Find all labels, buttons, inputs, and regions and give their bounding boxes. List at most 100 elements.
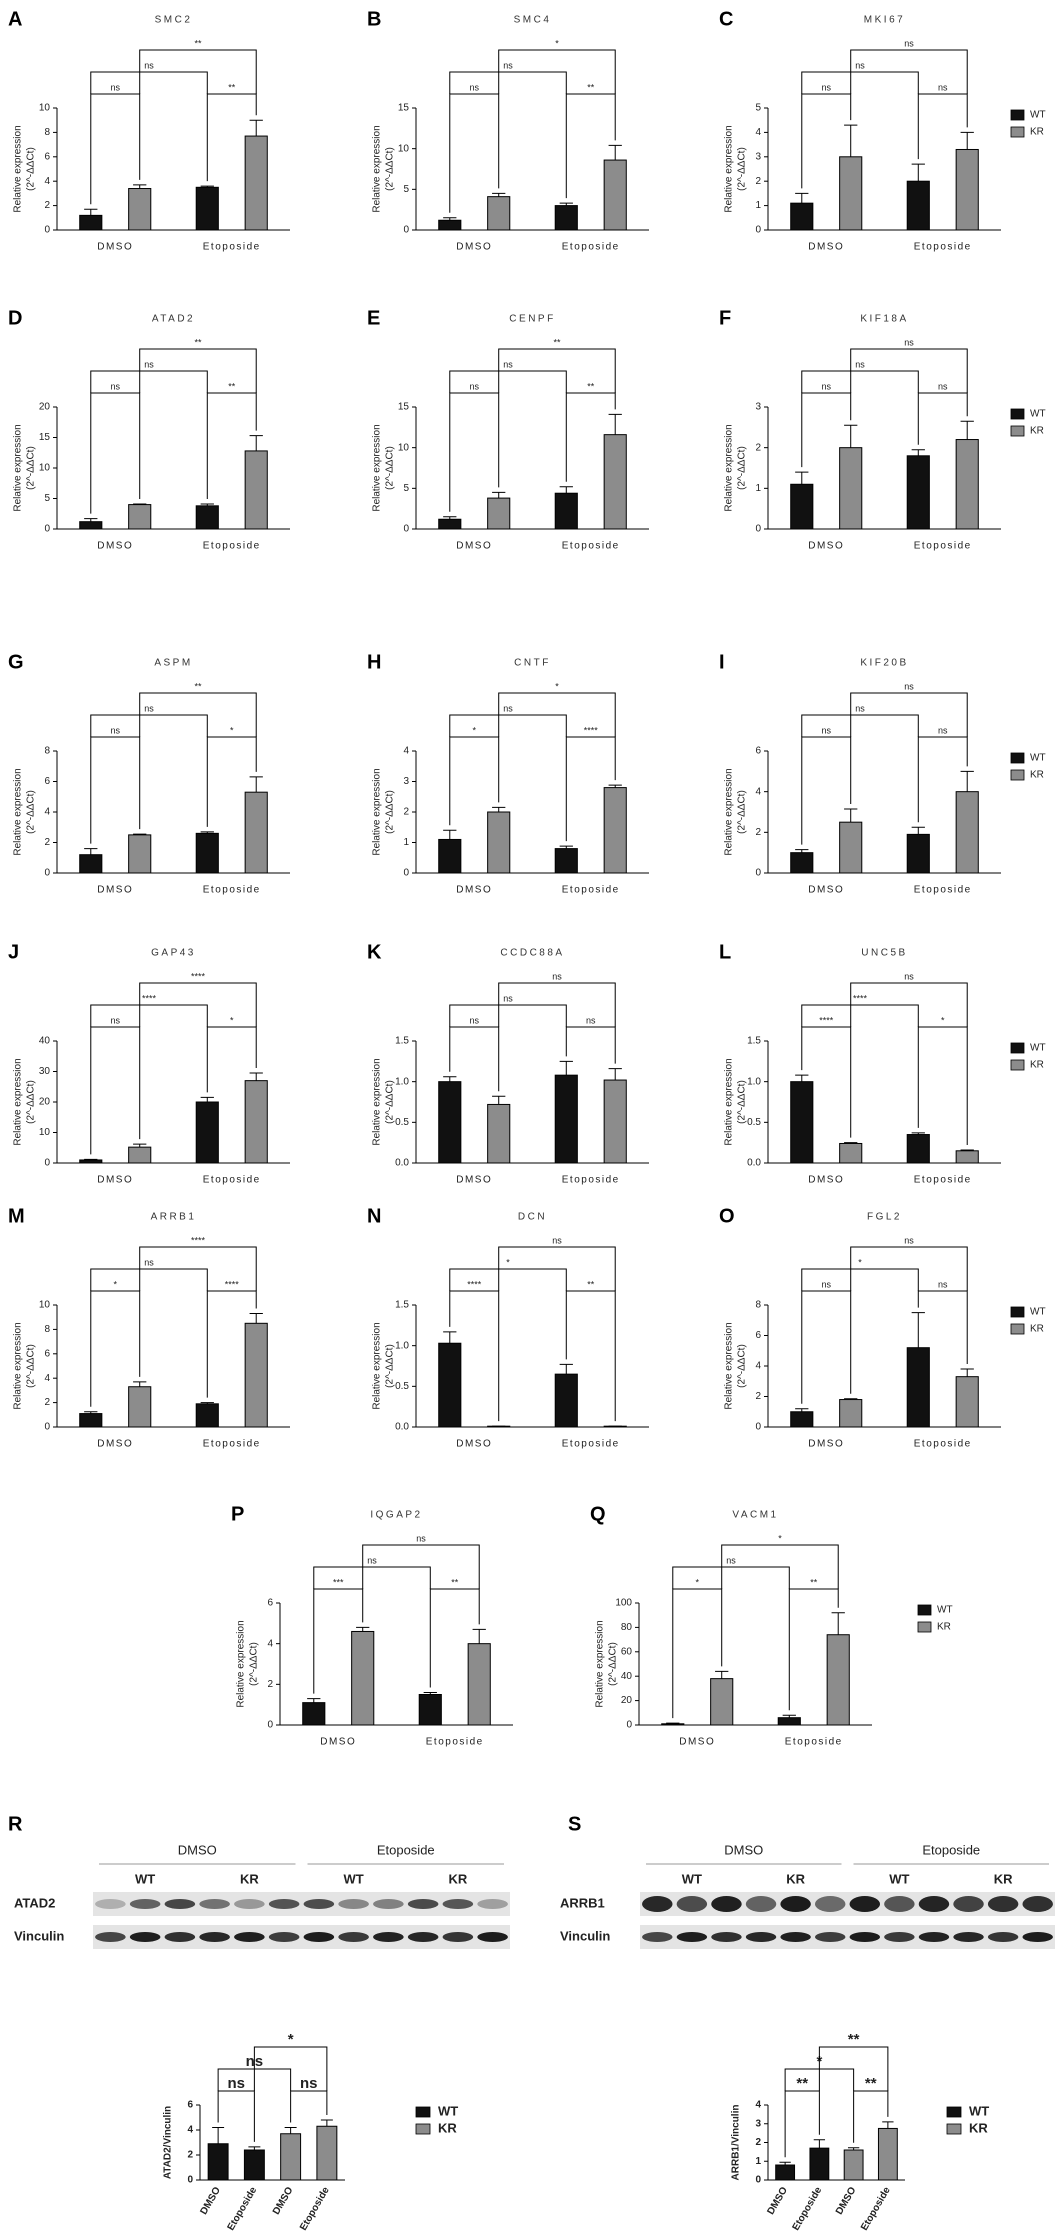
significance-label: * bbox=[695, 1577, 699, 1587]
y-axis-label: Relative expression bbox=[13, 768, 24, 855]
x-tick-label: Etoposide bbox=[203, 541, 261, 552]
bar bbox=[554, 1373, 578, 1428]
significance-bracket bbox=[449, 1004, 567, 1027]
blot-band bbox=[780, 1932, 811, 1942]
significance-label: ns bbox=[227, 2075, 245, 2092]
y-axis-unit: (2^-ΔΔCt) bbox=[385, 790, 396, 834]
x-tick-label: DMSO bbox=[456, 1439, 492, 1450]
bar bbox=[302, 1702, 326, 1726]
blot-band bbox=[442, 1899, 474, 1909]
y-tick-label: 10 bbox=[39, 103, 51, 114]
blot-band bbox=[407, 1899, 439, 1909]
significance-label: **** bbox=[191, 1235, 206, 1245]
y-tick-label: 0 bbox=[626, 1720, 632, 1731]
y-tick-label: 20 bbox=[39, 1097, 51, 1108]
significance-bracket bbox=[90, 370, 208, 393]
blot-row-label: ATAD2 bbox=[14, 1895, 55, 1910]
y-tick-label: 4 bbox=[403, 746, 409, 757]
error-bar bbox=[795, 1074, 809, 1082]
significance-bracket bbox=[721, 1544, 839, 1589]
significance-bracket bbox=[801, 714, 919, 737]
blot-band bbox=[918, 1896, 950, 1912]
significance-label: * bbox=[113, 1279, 117, 1289]
bar bbox=[955, 1150, 979, 1164]
x-tick-label: Etoposide bbox=[203, 1175, 261, 1186]
y-tick-label: 4 bbox=[44, 807, 50, 818]
significance-bracket bbox=[253, 2046, 328, 2091]
significance-label: ns bbox=[367, 1555, 377, 1565]
y-tick-label: 0.5 bbox=[747, 1117, 761, 1128]
error-bar bbox=[608, 1068, 622, 1081]
significance-bracket bbox=[565, 1026, 616, 1064]
significance-bracket bbox=[801, 1290, 852, 1404]
significance-bracket bbox=[917, 1026, 968, 1145]
significance-label: ns bbox=[938, 1279, 948, 1289]
error-bar bbox=[212, 2127, 225, 2144]
bar bbox=[710, 1678, 734, 1726]
y-axis-label: Relative expression bbox=[372, 768, 383, 855]
significance-label: * bbox=[506, 1257, 510, 1267]
significance-bracket bbox=[801, 1026, 852, 1138]
error-bar bbox=[795, 192, 809, 204]
bar bbox=[243, 2149, 265, 2181]
blot-group-label: Etoposide bbox=[922, 1842, 980, 1857]
chart-title: ARRB1 bbox=[151, 1212, 197, 1223]
y-tick-label: 4 bbox=[44, 1373, 50, 1384]
significance-bracket bbox=[206, 93, 257, 182]
significance-label: ** bbox=[810, 1577, 818, 1587]
significance-bracket bbox=[429, 1588, 480, 1688]
legend-label: WT bbox=[937, 1605, 953, 1616]
error-bar bbox=[249, 435, 263, 451]
bar bbox=[777, 1717, 801, 1726]
blot-band bbox=[1022, 1932, 1053, 1942]
y-tick-label: 4 bbox=[755, 1361, 761, 1372]
blot-band bbox=[953, 1896, 984, 1912]
significance-bracket bbox=[449, 392, 500, 512]
error-bar bbox=[200, 1096, 214, 1102]
significance-label: ns bbox=[144, 60, 154, 70]
significance-bracket bbox=[90, 71, 208, 94]
significance-label: * bbox=[288, 2031, 294, 2048]
legend-label: KR bbox=[1030, 770, 1044, 781]
x-tick-label: DMSO bbox=[808, 1439, 844, 1450]
bar bbox=[195, 505, 219, 530]
x-tick-label: DMSO bbox=[97, 885, 133, 896]
significance-bracket bbox=[139, 49, 257, 94]
bar bbox=[839, 1142, 863, 1164]
bar bbox=[826, 1634, 850, 1726]
bar bbox=[128, 1386, 152, 1428]
bar bbox=[128, 834, 152, 874]
error-bar bbox=[200, 1402, 214, 1404]
chart-title: MKI67 bbox=[864, 15, 905, 26]
significance-bracket bbox=[784, 2090, 820, 2158]
significance-bracket bbox=[801, 370, 919, 393]
bar bbox=[775, 2164, 796, 2181]
blot-band bbox=[268, 1932, 300, 1942]
y-axis-unit: (2^-ΔΔCt) bbox=[608, 1642, 619, 1686]
y-tick-label: 1.5 bbox=[395, 1036, 409, 1047]
bar bbox=[487, 497, 511, 530]
bar bbox=[128, 504, 152, 530]
y-tick-label: 1.5 bbox=[747, 1036, 761, 1047]
y-tick-label: 4 bbox=[755, 786, 761, 797]
error-bar bbox=[492, 192, 506, 197]
y-tick-label: 8 bbox=[44, 1324, 50, 1335]
chart-title: GAP43 bbox=[151, 948, 196, 959]
significance-label: ns bbox=[938, 82, 948, 92]
bar bbox=[906, 1134, 930, 1164]
y-tick-label: 0 bbox=[187, 2175, 193, 2186]
blot-band bbox=[199, 1932, 230, 1942]
significance-bracket bbox=[498, 1246, 616, 1291]
legend-label: WT bbox=[1030, 753, 1046, 764]
legend-label: KR bbox=[1030, 426, 1044, 437]
blot-band bbox=[676, 1932, 708, 1942]
y-tick-label: 40 bbox=[621, 1671, 633, 1682]
significance-bracket bbox=[498, 692, 616, 737]
y-tick-label: 0 bbox=[44, 1158, 50, 1169]
error-bar bbox=[960, 131, 974, 150]
error-bar bbox=[608, 144, 622, 161]
significance-bracket bbox=[788, 1588, 839, 1711]
chart-title: ASPM bbox=[154, 658, 192, 669]
y-tick-label: 2 bbox=[44, 1397, 50, 1408]
